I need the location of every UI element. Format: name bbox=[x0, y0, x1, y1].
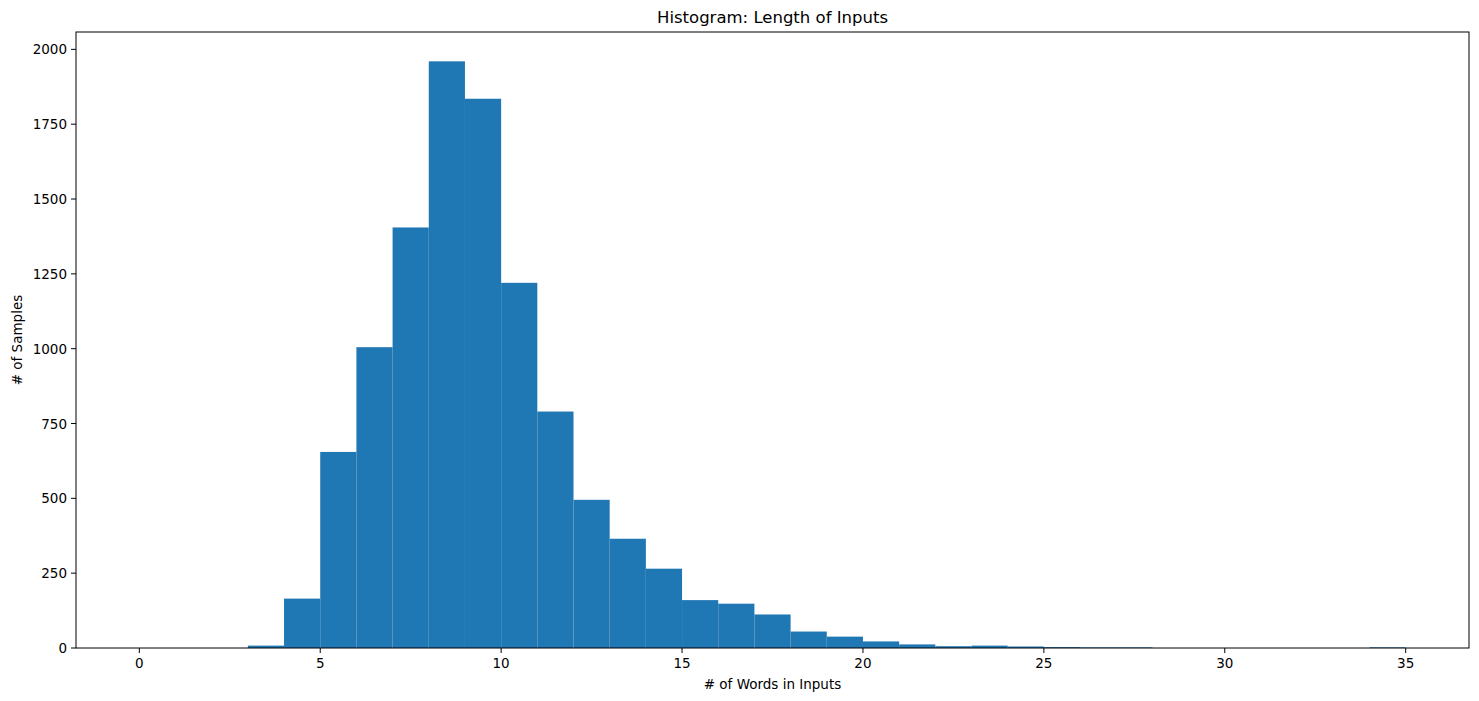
x-tick bbox=[1224, 648, 1225, 653]
y-tick-label: 0 bbox=[58, 640, 67, 656]
y-tick bbox=[71, 648, 76, 649]
bar bbox=[574, 500, 610, 648]
bar bbox=[429, 61, 465, 648]
plot-frame bbox=[76, 32, 1469, 648]
bar bbox=[899, 644, 935, 648]
y-tick-label: 1500 bbox=[33, 191, 67, 207]
x-axis-label: # of Words in Inputs bbox=[704, 676, 842, 692]
bar bbox=[320, 452, 356, 648]
title: Histogram: Length of Inputs bbox=[657, 8, 888, 27]
bar bbox=[393, 227, 429, 648]
y-tick bbox=[71, 273, 76, 274]
bar bbox=[863, 641, 899, 648]
bar bbox=[501, 283, 537, 648]
y-tick-label: 250 bbox=[41, 565, 67, 581]
bar bbox=[754, 614, 790, 648]
y-tick bbox=[71, 573, 76, 574]
y-tick-label: 1000 bbox=[33, 341, 67, 357]
bar bbox=[537, 412, 573, 648]
x-tick bbox=[501, 648, 502, 653]
x-tick-label: 20 bbox=[854, 655, 871, 671]
x-tick bbox=[1405, 648, 1406, 653]
y-tick-label: 1750 bbox=[33, 116, 67, 132]
x-tick-label: 30 bbox=[1216, 655, 1233, 671]
x-tick bbox=[139, 648, 140, 653]
bar bbox=[791, 632, 827, 648]
x-tick bbox=[862, 648, 863, 653]
x-tick-label: 0 bbox=[135, 655, 144, 671]
y-tick bbox=[71, 423, 76, 424]
x-tick bbox=[1043, 648, 1044, 653]
bar bbox=[682, 600, 718, 648]
bar bbox=[646, 569, 682, 648]
bar bbox=[827, 637, 863, 648]
y-tick-label: 750 bbox=[41, 416, 67, 432]
y-tick bbox=[71, 498, 76, 499]
y-tick bbox=[71, 199, 76, 200]
y-tick-label: 1250 bbox=[33, 266, 67, 282]
x-tick bbox=[682, 648, 683, 653]
bars bbox=[248, 61, 1406, 648]
x-tick-label: 15 bbox=[673, 655, 690, 671]
y-tick bbox=[71, 348, 76, 349]
bar bbox=[356, 347, 392, 648]
y-tick-label: 2000 bbox=[33, 41, 67, 57]
bar bbox=[284, 599, 320, 648]
y-tick bbox=[71, 49, 76, 50]
x-tick bbox=[320, 648, 321, 653]
bar bbox=[465, 99, 501, 648]
y-axis-label: # of Samples bbox=[9, 295, 25, 386]
x-tick-label: 10 bbox=[493, 655, 510, 671]
bar bbox=[718, 604, 754, 648]
x-tick-label: 35 bbox=[1397, 655, 1414, 671]
x-tick-label: 5 bbox=[316, 655, 325, 671]
x-tick-label: 25 bbox=[1035, 655, 1052, 671]
y-tick bbox=[71, 124, 76, 125]
y-tick-label: 500 bbox=[41, 490, 67, 506]
bar bbox=[610, 539, 646, 648]
chart: 0 5 10 15 20 25 30 35 0 250 500 750 1000 1250 1500 1750… bbox=[0, 0, 1479, 701]
